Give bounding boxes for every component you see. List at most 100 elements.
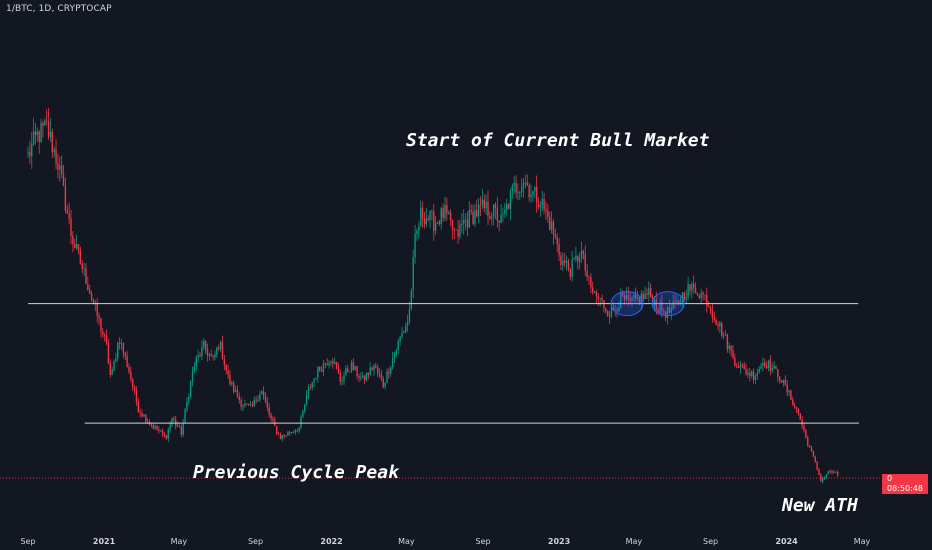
candle-body [72, 235, 74, 245]
candle-body [646, 293, 648, 296]
candle-body [554, 234, 557, 238]
candle-body [219, 342, 222, 349]
candle-body [676, 300, 678, 303]
candle-body [767, 360, 770, 369]
candle-body [141, 413, 143, 417]
candle-body [264, 396, 267, 402]
candle-body [333, 361, 336, 364]
candle-body [642, 293, 644, 300]
candle-body [145, 414, 147, 422]
candle-body [49, 131, 52, 137]
candle-body [494, 204, 497, 208]
candle-body [132, 379, 134, 387]
candle-body [816, 461, 818, 470]
candle-body [313, 378, 315, 383]
candle-body [704, 294, 706, 296]
candle-body [498, 220, 500, 223]
candle-body [305, 394, 308, 405]
x-tick-label: Sep [248, 537, 263, 546]
candle-body [348, 371, 351, 373]
candle-body [133, 386, 136, 390]
candle-body [578, 258, 581, 262]
candle-body [461, 224, 463, 225]
candle-body [784, 379, 787, 385]
candle-body [68, 213, 70, 219]
candle-body [674, 301, 676, 303]
candle-body [246, 403, 248, 405]
candle-body [756, 372, 758, 376]
candle-body [792, 399, 794, 406]
candle-body [649, 288, 652, 298]
candle-body [31, 144, 33, 156]
candle-body [745, 369, 747, 375]
candle-body [515, 182, 517, 193]
candle-body [773, 365, 775, 369]
candle-body [562, 260, 564, 265]
candle-body [532, 191, 534, 195]
candle-body [117, 342, 119, 358]
x-tick-label: 2023 [548, 537, 570, 546]
candle-body [820, 474, 822, 482]
candle-body [434, 222, 437, 231]
candle-body [573, 259, 575, 261]
candle-body [429, 210, 431, 220]
candle-body [345, 368, 347, 376]
candle-body [115, 357, 117, 362]
candle-body [186, 401, 188, 410]
x-tick-label: Sep [703, 537, 718, 546]
candle-body [612, 307, 614, 310]
candle-body [747, 372, 749, 375]
candle-body [405, 326, 407, 332]
candle-body [535, 186, 538, 203]
candle-body [737, 366, 740, 368]
candle-body [825, 474, 828, 478]
candle-body [592, 287, 594, 293]
candle-body [152, 425, 154, 429]
candle-body [655, 299, 658, 311]
candle-body [47, 120, 50, 137]
candle-body [160, 430, 162, 432]
candle-body [610, 307, 613, 317]
candle-body [283, 435, 285, 436]
candle-body [408, 309, 411, 322]
candle-body [805, 430, 807, 438]
candle-body [715, 320, 717, 325]
candle-body [289, 432, 291, 434]
candle-body [272, 418, 274, 421]
candle-body [167, 429, 169, 439]
candle-body [27, 151, 29, 153]
candle-body [339, 373, 341, 382]
candle-body [120, 343, 123, 345]
candle-body [251, 404, 254, 406]
candle-body [449, 212, 452, 221]
candle-body [102, 331, 104, 335]
candle-body [446, 205, 448, 214]
candle-body [818, 469, 820, 475]
candle-body [240, 400, 242, 407]
candle-body [713, 317, 715, 321]
candle-body [57, 163, 59, 170]
candle-body [620, 291, 622, 308]
candle-body [356, 366, 358, 377]
candle-body [790, 390, 792, 400]
candle-body [34, 131, 37, 135]
candle-body [332, 360, 334, 364]
candle-body [83, 268, 85, 269]
candle-body [487, 201, 489, 216]
candle-body [836, 472, 839, 476]
candle-body [513, 182, 515, 186]
candle-body [666, 307, 669, 318]
candle-body [362, 375, 364, 378]
candle-body [137, 401, 140, 413]
candle-body [481, 199, 484, 206]
candle-body [670, 308, 672, 313]
candle-body [625, 295, 628, 300]
candle-body [537, 202, 540, 208]
candle-body [741, 364, 744, 366]
candle-body [683, 292, 686, 300]
candle-body [322, 363, 325, 372]
candle-body [382, 379, 384, 387]
candle-body [459, 224, 461, 237]
candle-body [455, 229, 457, 231]
